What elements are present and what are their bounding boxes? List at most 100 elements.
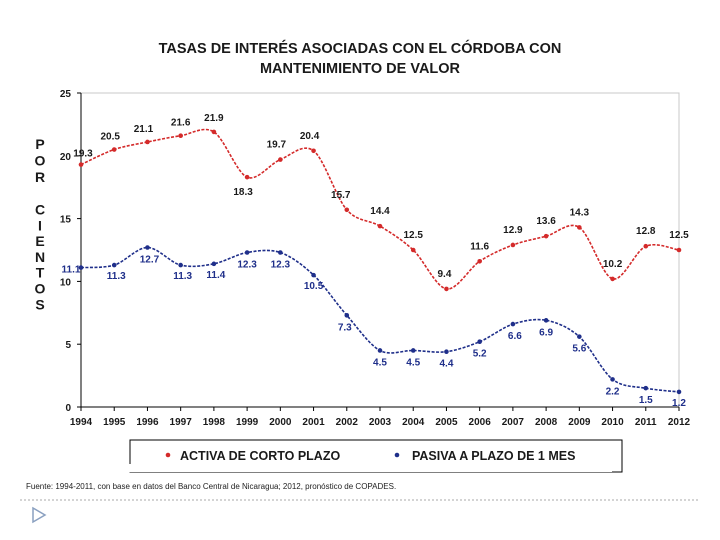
- data-label-pasiva: 6.9: [539, 327, 553, 338]
- data-label-pasiva: 11.3: [107, 271, 126, 282]
- x-tick-label: 1994: [70, 417, 93, 428]
- data-label-activa: 14.3: [570, 207, 590, 218]
- data-label-activa: 21.1: [134, 124, 154, 135]
- data-point-activa: [477, 259, 482, 264]
- data-point-pasiva: [444, 349, 449, 355]
- x-tick-label: 1996: [136, 417, 159, 428]
- data-label-activa: 11.6: [470, 241, 489, 252]
- data-label-activa: 12.9: [503, 225, 523, 236]
- x-tick-label: 1998: [203, 417, 226, 428]
- data-point-pasiva: [178, 262, 183, 268]
- data-point-activa: [543, 233, 549, 239]
- legend-marker-activa: [165, 452, 171, 458]
- data-label-pasiva: 1.2: [672, 398, 686, 409]
- y-axis-label: P O R C I E N T O S: [35, 136, 46, 312]
- data-label-pasiva: 11.1: [62, 265, 81, 276]
- data-label-activa: 12.8: [636, 226, 656, 237]
- y-tick-label: 15: [60, 215, 72, 226]
- data-label-activa: 19.3: [73, 149, 93, 160]
- legend-label-activa: ACTIVA DE CORTO PLAZO: [180, 449, 340, 463]
- chart-title-line-1: TASAS DE INTERÉS ASOCIADAS CON EL CÓRDOB…: [159, 39, 562, 57]
- x-tick-label: 1995: [103, 417, 126, 428]
- data-point-pasiva: [111, 262, 117, 268]
- data-label-pasiva: 12.3: [271, 260, 291, 271]
- data-point-pasiva: [543, 318, 549, 323]
- chart-title: TASAS DE INTERÉS ASOCIADAS CON EL CÓRDOB…: [159, 39, 562, 77]
- x-tick-label: 2007: [502, 417, 525, 428]
- data-point-pasiva: [510, 321, 516, 327]
- y-tick-label: 25: [60, 89, 72, 100]
- data-point-activa: [577, 225, 582, 230]
- legend-label-pasiva: PASIVA A PLAZO DE 1 MES: [412, 449, 575, 463]
- x-tick-label: 2003: [369, 417, 392, 428]
- source-note: Fuente: 1994-2011, con base en datos del…: [26, 482, 396, 491]
- data-point-activa: [610, 276, 615, 282]
- data-point-activa: [676, 247, 682, 253]
- data-label-activa: 19.7: [267, 140, 287, 151]
- axes: 0 5 10 15 20 25 1994 1995 1996 1997 1998 1999 2000 20…: [60, 89, 691, 428]
- data-labels-layer: 19.3 20.5 21.1 21.6 21.9 18.3 19.7 20.4 15.7 14.4…: [62, 113, 690, 409]
- data-label-activa: 15.7: [331, 190, 351, 201]
- data-point-pasiva: [244, 250, 250, 255]
- data-label-activa: 20.4: [300, 131, 320, 142]
- data-label-pasiva: 12.3: [237, 260, 257, 271]
- data-point-pasiva: [344, 313, 350, 318]
- data-point-pasiva: [311, 272, 316, 278]
- data-point-pasiva: [377, 348, 383, 353]
- data-point-activa: [178, 133, 183, 139]
- y-tick-label: 5: [65, 340, 71, 351]
- x-tick-label: 2011: [635, 417, 657, 428]
- data-label-activa: 10.2: [603, 259, 623, 270]
- y-tick-label: 10: [60, 277, 72, 288]
- data-point-pasiva: [78, 265, 84, 270]
- slide-bullet-icon: [32, 506, 47, 524]
- data-label-activa: 14.4: [370, 206, 390, 217]
- y-tick-label: 20: [60, 152, 72, 163]
- x-tick-label: 2001: [302, 417, 325, 428]
- y-tick-label: 0: [65, 403, 71, 414]
- data-label-activa: 21.9: [204, 113, 224, 124]
- data-point-activa: [643, 243, 649, 249]
- data-label-activa: 13.6: [536, 216, 556, 227]
- data-point-pasiva: [577, 334, 582, 339]
- data-point-activa: [78, 162, 84, 167]
- x-tick-label: 2005: [435, 417, 458, 428]
- data-point-activa: [410, 247, 416, 253]
- data-label-activa: 9.4: [437, 269, 451, 280]
- data-point-pasiva: [676, 389, 682, 395]
- data-label-pasiva: 10.5: [304, 281, 324, 292]
- data-point-pasiva: [211, 261, 217, 267]
- data-label-activa: 18.3: [233, 187, 253, 198]
- data-point-activa: [444, 286, 449, 292]
- x-tick-label: 2008: [535, 417, 558, 428]
- data-point-pasiva: [610, 377, 615, 382]
- data-label-activa: 12.5: [403, 230, 423, 241]
- legend-marker-pasiva: [394, 452, 400, 458]
- data-label-pasiva: 11.3: [173, 271, 192, 282]
- x-tick-label: 1997: [170, 417, 193, 428]
- data-label-pasiva: 4.4: [439, 359, 453, 370]
- data-point-activa: [510, 242, 516, 248]
- x-tick-label: 2000: [269, 417, 292, 428]
- data-label-activa: 21.6: [171, 118, 191, 129]
- data-label-pasiva: 5.6: [572, 344, 586, 355]
- data-label-pasiva: 2.2: [606, 386, 620, 397]
- data-label-pasiva: 4.5: [406, 357, 420, 368]
- data-label-pasiva: 5.2: [473, 349, 487, 360]
- data-label-activa: 20.5: [100, 132, 120, 143]
- series-line-pasiva: [80, 246, 680, 393]
- x-tick-label: 2006: [469, 417, 492, 428]
- x-tick-label: 2012: [668, 417, 691, 428]
- data-point-pasiva: [278, 250, 283, 255]
- x-tick-label: 2009: [568, 417, 591, 428]
- data-label-activa: 12.5: [669, 230, 689, 241]
- data-point-activa: [377, 223, 383, 229]
- data-label-pasiva: 12.7: [140, 254, 160, 265]
- x-tick-label: 2004: [402, 417, 425, 428]
- chart-title-line-2: MANTENIMIENTO DE VALOR: [260, 61, 461, 77]
- data-label-pasiva: 4.5: [373, 357, 387, 368]
- x-tick-label: 2010: [601, 417, 624, 428]
- x-tick-label: 2002: [336, 417, 359, 428]
- data-point-activa: [311, 148, 316, 154]
